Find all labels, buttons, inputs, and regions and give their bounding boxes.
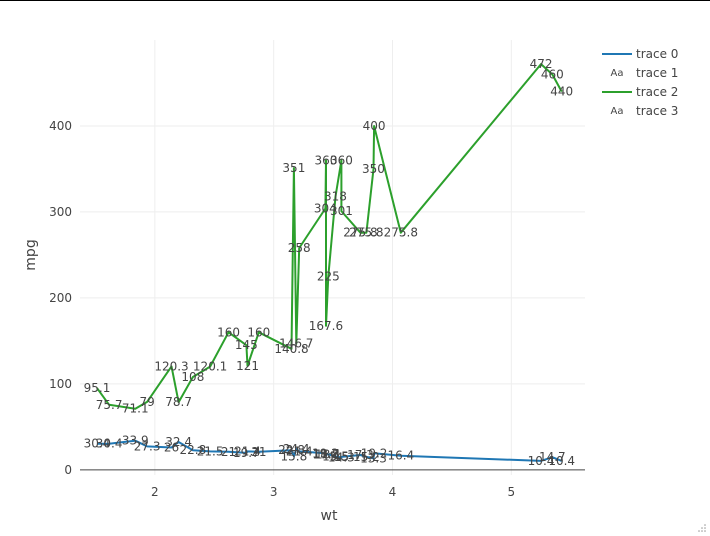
series-0 [97, 439, 563, 462]
legend-label: trace 1 [636, 66, 678, 80]
data-label: 13.3 [360, 451, 387, 465]
data-label: 19.2 [361, 446, 388, 460]
data-label: 21 [221, 445, 236, 459]
y-tick-label: 200 [49, 291, 72, 305]
data-label: 400 [363, 119, 386, 133]
x-axis-title: wt [321, 508, 338, 524]
legend-item-2[interactable]: trace 2 [602, 85, 678, 99]
data-label: 351 [282, 161, 305, 175]
data-label: 460 [541, 67, 564, 81]
data-label: 30.4 [96, 437, 123, 451]
data-label: 275.8 [349, 226, 383, 240]
data-label: 24.4 [283, 442, 310, 456]
data-label: 225 [317, 269, 340, 283]
data-label: 15.8 [281, 449, 308, 463]
x-tick-label: 4 [389, 485, 397, 499]
data-label: 140.8 [274, 342, 308, 356]
data-label: 275.8 [384, 226, 418, 240]
data-label: 17.8 [313, 448, 340, 462]
series-2 [96, 63, 563, 410]
legend-label: trace 3 [636, 104, 678, 118]
data-label: 14.3 [328, 451, 355, 465]
series-line [96, 63, 563, 410]
data-label: 16.4 [387, 449, 414, 463]
data-label: 27.3 [134, 439, 161, 453]
x-axis-ticks: 2 3 4 5 [151, 485, 515, 499]
data-label: 32.4 [165, 435, 192, 449]
data-label: 318 [324, 189, 347, 203]
data-label: 33.9 [122, 434, 149, 448]
data-label: 19.2 [312, 446, 339, 460]
data-label: 160 [247, 325, 270, 339]
x-tick-label: 2 [151, 485, 159, 499]
data-label: 145 [235, 338, 258, 352]
legend-text-swatch: Aa [611, 68, 624, 79]
y-axis-title: mpg [23, 239, 39, 270]
data-label: 120.1 [193, 360, 227, 374]
data-label: 14.7 [539, 450, 566, 464]
data-label: 22.8 [180, 443, 207, 457]
data-label: 301 [330, 204, 353, 218]
legend-text-swatch: Aa [611, 106, 624, 117]
top-border [0, 0, 710, 1]
data-label: 75.7 [96, 398, 123, 412]
y-tick-label: 0 [64, 463, 72, 477]
legend-item-1[interactable]: Aa trace 1 [611, 66, 679, 80]
data-label: 304 [314, 201, 337, 215]
legend-label: trace 0 [636, 47, 678, 61]
data-label: 95.1 [84, 381, 111, 395]
resize-handle-icon[interactable] [697, 523, 707, 533]
data-label: 18.7 [313, 447, 340, 461]
data-label: 360 [315, 153, 338, 167]
data-label: 275.8 [343, 226, 377, 240]
data-label: 167.6 [309, 319, 343, 333]
data-label: 121 [236, 359, 259, 373]
grid-lines [80, 40, 585, 475]
x-tick-label: 3 [270, 485, 278, 499]
data-label: 160 [217, 325, 240, 339]
data-label: 21 [251, 445, 266, 459]
series-line [97, 439, 563, 462]
data-label: 258 [288, 241, 311, 255]
data-label: 146.7 [279, 337, 313, 351]
data-label: 21.5 [197, 444, 224, 458]
data-label: 440 [550, 85, 573, 99]
data-label: 15 [334, 450, 349, 464]
x-tick-label: 5 [508, 485, 516, 499]
data-label: 19.7 [233, 446, 260, 460]
legend[interactable]: trace 0 Aa trace 1 trace 2 Aa trace 3 [602, 47, 678, 118]
data-label: 18.1 [315, 447, 342, 461]
legend-label: trace 2 [636, 85, 678, 99]
data-label: 10.4 [528, 454, 555, 468]
data-label: 472 [530, 57, 553, 71]
data-label: 71.1 [122, 402, 149, 416]
data-label: 350 [362, 162, 385, 176]
series-1: 30.430.4 33.927.3 2632.422.821.52119.721.4… [84, 434, 575, 468]
data-label: 120.3 [154, 359, 188, 373]
data-label: 22.8 [278, 443, 305, 457]
data-label: 79 [139, 395, 154, 409]
data-label: 21.4 [234, 444, 261, 458]
y-tick-label: 100 [49, 377, 72, 391]
data-label: 15.5 [322, 450, 349, 464]
data-label: 108 [181, 370, 204, 384]
data-label: 21.4 [286, 444, 313, 458]
legend-item-0[interactable]: trace 0 [602, 47, 678, 61]
data-label: 10.4 [548, 454, 575, 468]
data-label: 26 [164, 440, 179, 454]
series-layer: 30.430.4 33.927.3 2632.422.821.52119.721.4… [84, 57, 575, 468]
data-label: 17.3 [347, 448, 374, 462]
data-label: 360 [330, 153, 353, 167]
data-label: 30.4 [84, 437, 111, 451]
data-label: 15.2 [353, 450, 380, 464]
y-axis-ticks: 0 100 200 300 400 [49, 119, 72, 477]
y-tick-label: 400 [49, 119, 72, 133]
legend-item-3[interactable]: Aa trace 3 [611, 104, 679, 118]
data-label: 78.7 [165, 395, 192, 409]
y-tick-label: 300 [49, 205, 72, 219]
